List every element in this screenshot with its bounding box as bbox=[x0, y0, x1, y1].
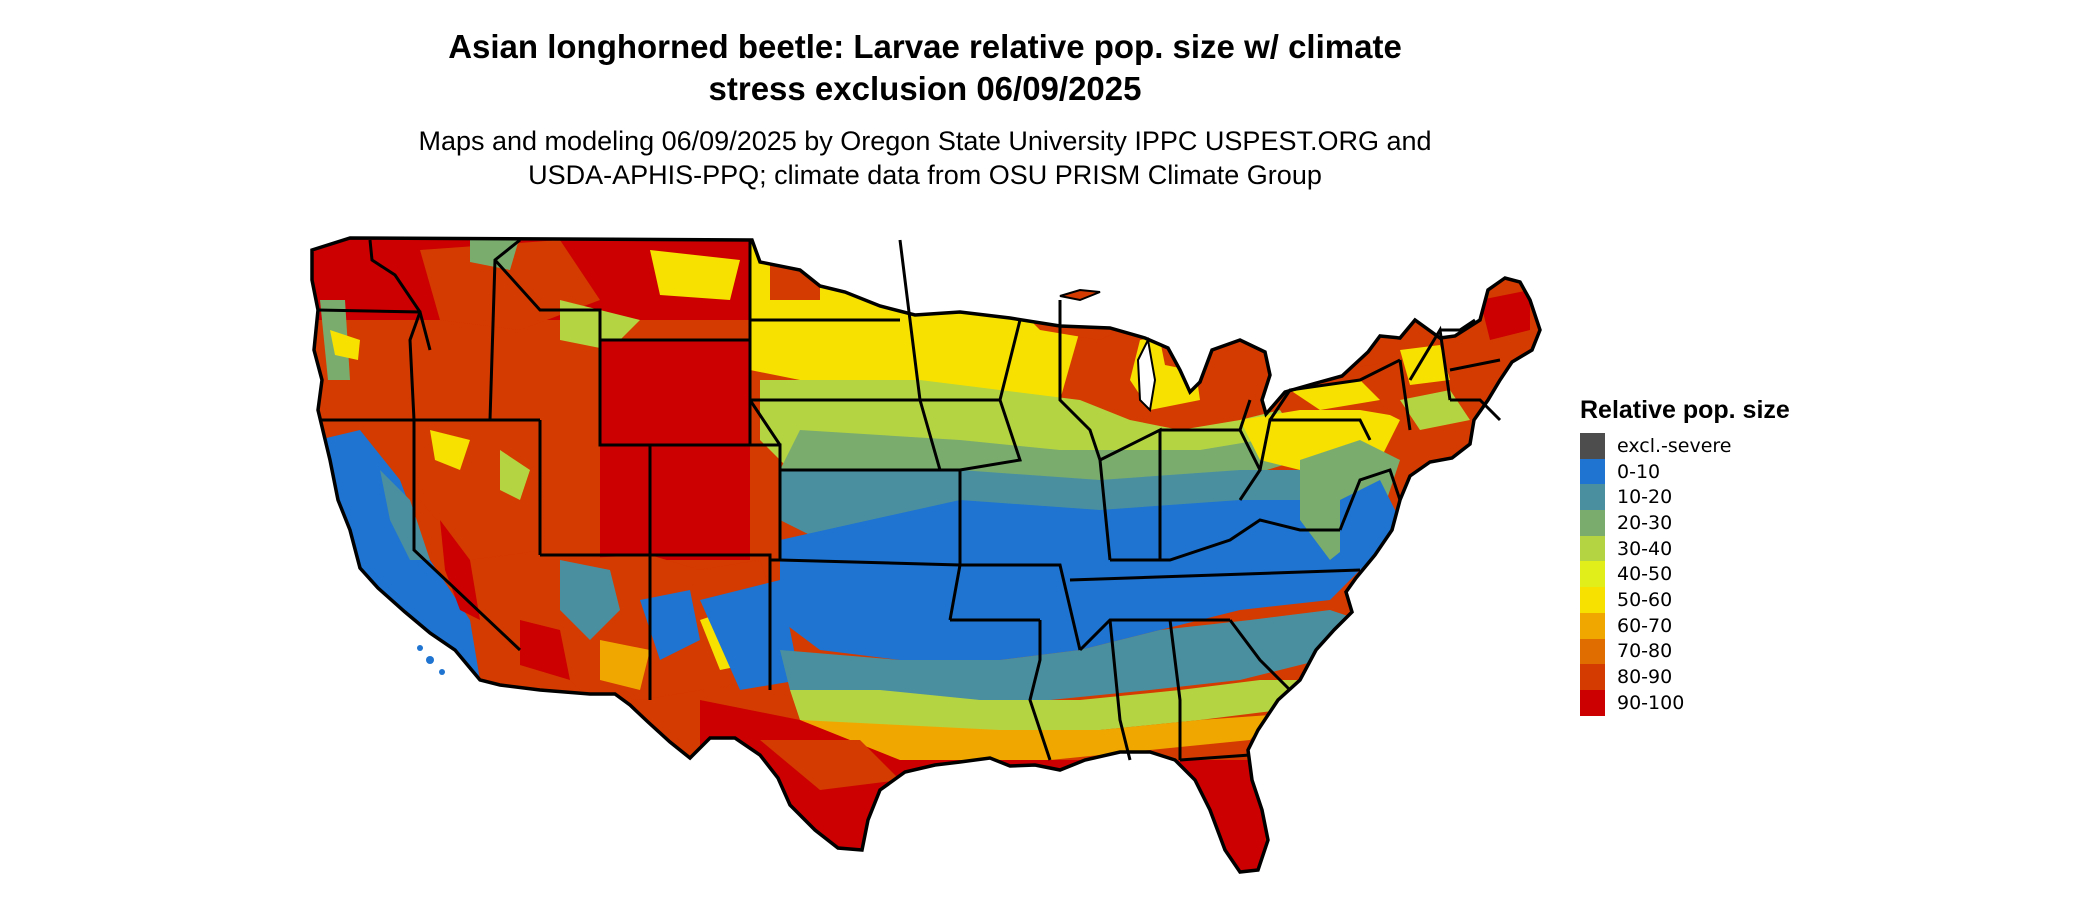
legend-swatch bbox=[1580, 510, 1605, 536]
legend-swatch bbox=[1580, 664, 1605, 690]
map-subtitle: Maps and modeling 06/09/2025 by Oregon S… bbox=[380, 124, 1470, 192]
legend-swatch bbox=[1580, 535, 1605, 562]
legend-label: 60-70 bbox=[1617, 614, 1673, 637]
population-raster bbox=[312, 238, 1540, 872]
legend-label: 70-80 bbox=[1617, 640, 1673, 663]
legend-item: 50-60 bbox=[1580, 587, 1880, 613]
legend-label: 40-50 bbox=[1617, 563, 1673, 586]
legend-label: 20-30 bbox=[1617, 511, 1673, 534]
subtitle-line-2: USDA-APHIS-PPQ; climate data from OSU PR… bbox=[528, 160, 1322, 190]
legend-label: 0-10 bbox=[1617, 460, 1661, 483]
title-line-2: stress exclusion 06/09/2025 bbox=[708, 70, 1142, 107]
legend-item: 60-70 bbox=[1580, 612, 1880, 639]
legend-item: 0-10 bbox=[1580, 458, 1880, 485]
legend-label: excl.-severe bbox=[1617, 434, 1732, 457]
legend-item: 70-80 bbox=[1580, 638, 1880, 665]
legend-item: 40-50 bbox=[1580, 561, 1880, 588]
legend-swatch bbox=[1580, 689, 1605, 716]
legend-title: Relative pop. size bbox=[1580, 396, 1790, 424]
legend-label: 90-100 bbox=[1617, 691, 1685, 714]
legend-item: excl.-severe bbox=[1580, 433, 1880, 459]
legend-item: 90-100 bbox=[1580, 689, 1880, 716]
subtitle-line-1: Maps and modeling 06/09/2025 by Oregon S… bbox=[418, 126, 1432, 156]
legend-swatch bbox=[1580, 561, 1605, 588]
legend-item: 80-90 bbox=[1580, 664, 1880, 690]
legend-label: 80-90 bbox=[1617, 666, 1673, 689]
legend-swatch bbox=[1580, 433, 1605, 459]
legend-item: 10-20 bbox=[1580, 484, 1880, 511]
legend-item: 20-30 bbox=[1580, 510, 1880, 536]
title-line-1: Asian longhorned beetle: Larvae relative… bbox=[448, 28, 1402, 65]
legend-swatch bbox=[1580, 587, 1605, 613]
legend-item: 30-40 bbox=[1580, 535, 1880, 562]
legend-label: 30-40 bbox=[1617, 537, 1673, 560]
legend-swatch bbox=[1580, 484, 1605, 511]
legend-label: 50-60 bbox=[1617, 588, 1673, 611]
map-title: Asian longhorned beetle: Larvae relative… bbox=[380, 26, 1470, 110]
legend: Relative pop. size excl.-severe 0-10 10-20… bbox=[1580, 393, 1880, 716]
legend-swatch bbox=[1580, 638, 1605, 665]
legend-swatch bbox=[1580, 458, 1605, 485]
legend-label: 10-20 bbox=[1617, 486, 1673, 509]
legend-items: excl.-severe 0-10 10-20 20-30 30-40 40-50 50-6… bbox=[1580, 433, 1880, 716]
state-boundaries bbox=[317, 238, 1502, 762]
legend-swatch bbox=[1580, 612, 1605, 639]
